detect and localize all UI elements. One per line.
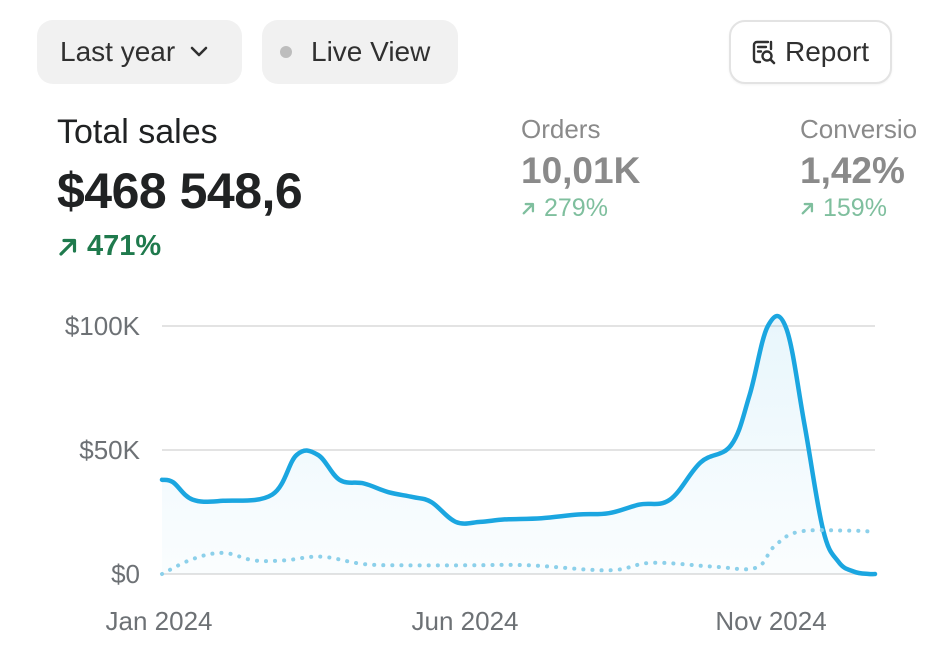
- arrow-up-right-icon: [522, 202, 535, 215]
- period-label: Last year: [60, 36, 176, 67]
- x-tick-label: Jan 2024: [106, 606, 213, 636]
- chevron-down-icon: [189, 45, 209, 59]
- sales-area: [162, 315, 875, 575]
- orders-change-value: 279%: [544, 194, 608, 222]
- x-tick-label: Nov 2024: [715, 606, 826, 636]
- live-view-label: Live View: [311, 36, 431, 67]
- orders-value: 10,01K: [521, 150, 641, 191]
- sales-line-chart: $0 $50K $100K Jan 2024 Jun 2024 Nov 2024: [65, 311, 878, 636]
- orders-change: 279%: [521, 194, 608, 223]
- conversion-value: 1,42%: [800, 150, 905, 191]
- conversion-change-value: 159%: [823, 194, 887, 222]
- live-status-dot-icon: [280, 46, 292, 58]
- y-tick-label: $100K: [65, 311, 141, 341]
- total-sales-label: Total sales: [57, 113, 218, 151]
- orders-label: Orders: [521, 114, 601, 144]
- arrow-up-right-icon: [801, 202, 814, 215]
- x-tick-label: Jun 2024: [412, 606, 519, 636]
- comparison-series-line: [160, 528, 877, 576]
- y-tick-label: $50K: [79, 435, 140, 465]
- total-sales-change-value: 471%: [87, 230, 162, 262]
- arrow-up-right-icon: [59, 238, 77, 256]
- period-selector[interactable]: Last year: [37, 20, 242, 84]
- y-tick-label: $0: [111, 559, 140, 589]
- conversion-label: Conversio: [800, 114, 918, 144]
- sales-series-line: [159, 313, 878, 577]
- report-button[interactable]: Report: [729, 20, 892, 84]
- live-view-button[interactable]: Live View: [262, 20, 458, 84]
- conversion-change: 159%: [800, 194, 887, 223]
- report-search-icon: [749, 38, 777, 66]
- report-label: Report: [785, 36, 870, 67]
- total-sales-value: $468 548,6: [57, 163, 303, 219]
- total-sales-change: 471%: [57, 230, 161, 263]
